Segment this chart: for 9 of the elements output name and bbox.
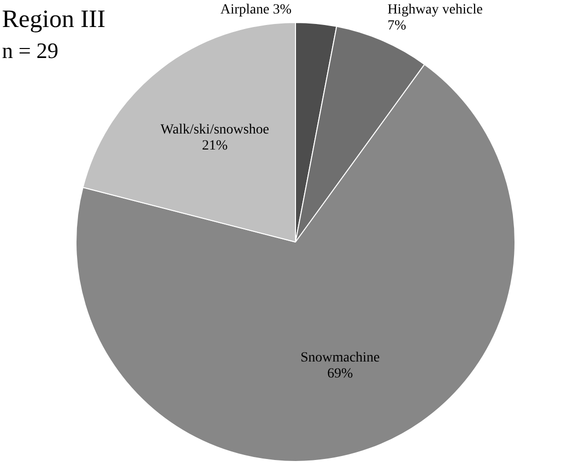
slice-label: Snowmachine — [300, 350, 380, 366]
slice-label: Highway vehicle — [387, 2, 483, 18]
slice-label: Airplane 3% — [220, 2, 292, 18]
data-label: 7% — [387, 18, 406, 34]
chart-title: Region III — [2, 6, 106, 34]
slice-label: Walk/ski/snowshoe — [160, 122, 270, 138]
data-label: 69% — [327, 366, 354, 382]
data-label: 21% — [202, 138, 228, 154]
text: n = 29 — [2, 38, 58, 64]
